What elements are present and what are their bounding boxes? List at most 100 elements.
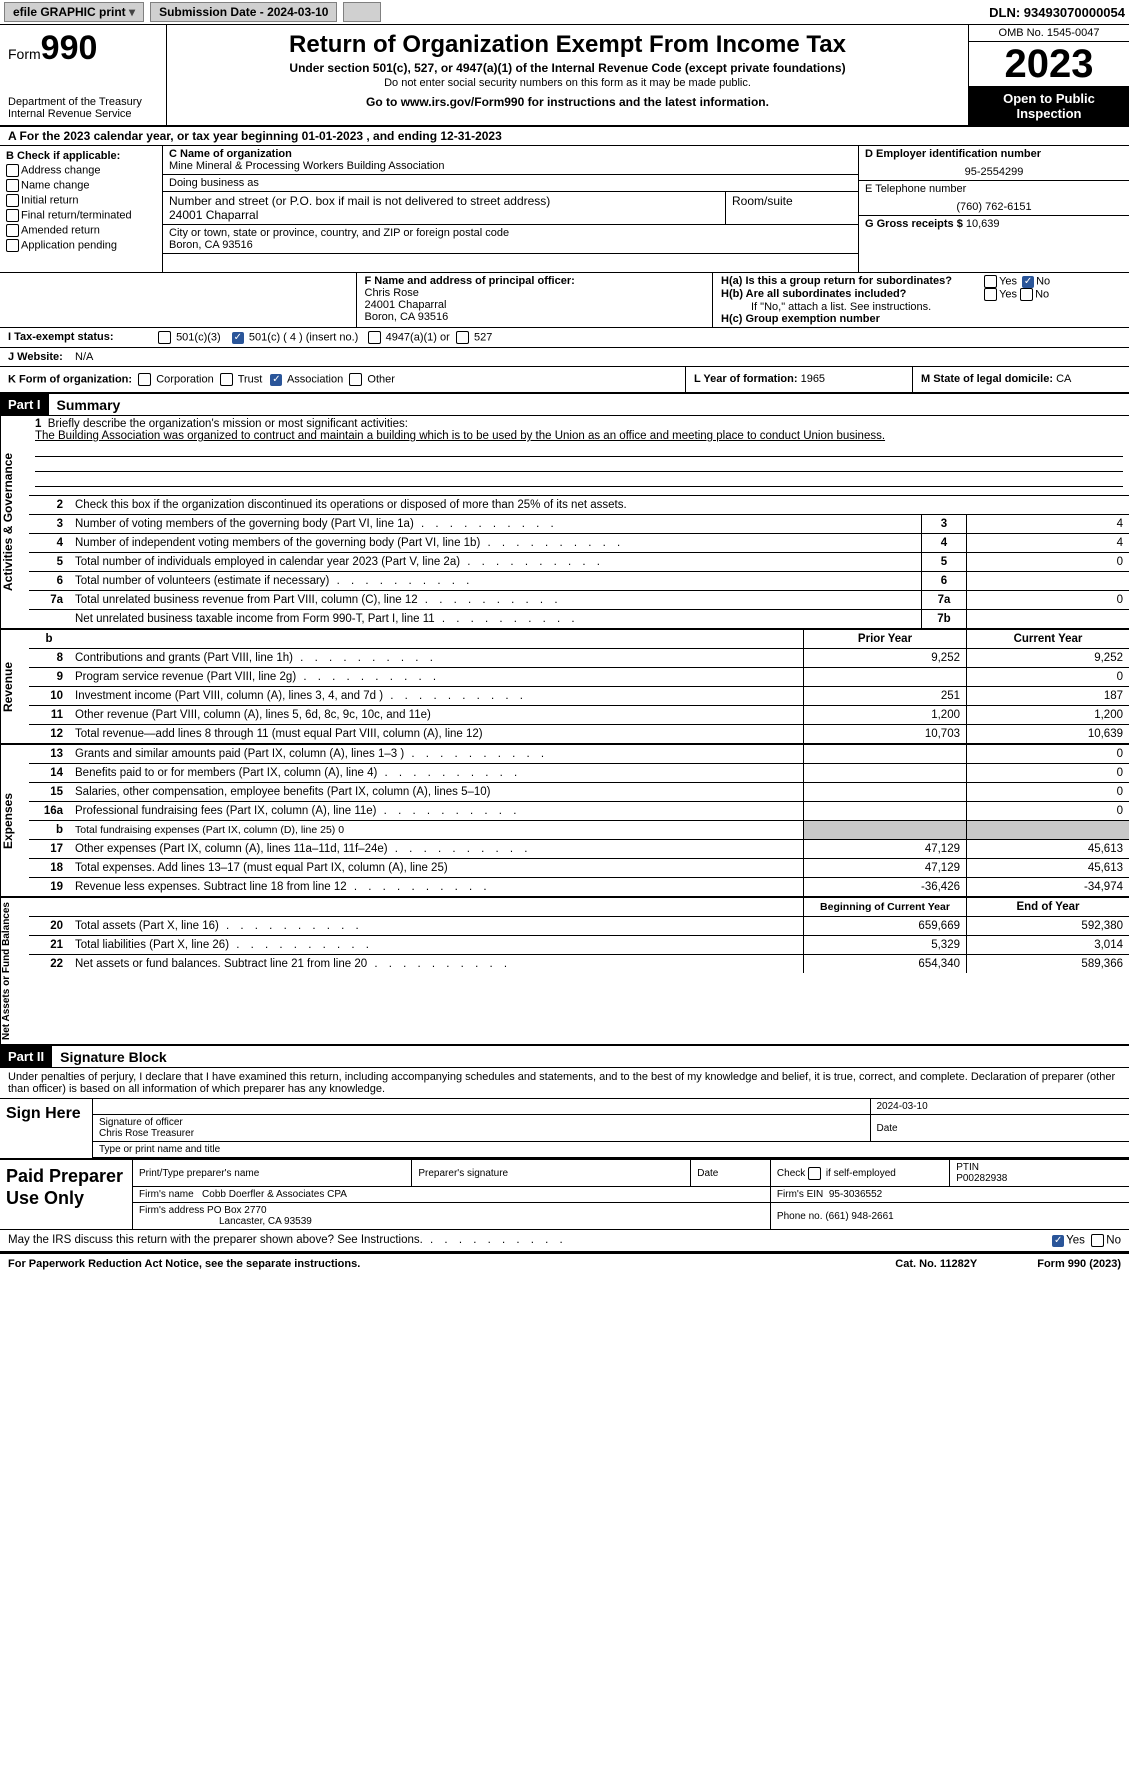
hc-label: H(c) Group exemption number: [721, 313, 880, 325]
f-spacer: [0, 273, 357, 327]
row-8: 8Contributions and grants (Part VIII, li…: [29, 649, 1129, 668]
row-3: 3Number of voting members of the governi…: [29, 515, 1129, 534]
cb-final-return[interactable]: Final return/terminated: [6, 209, 156, 222]
net-header: Beginning of Current Year End of Year: [29, 898, 1129, 917]
street-value: 24001 Chaparral: [169, 208, 258, 222]
org-name-label: C Name of organization: [169, 148, 292, 160]
cb-discuss-yes[interactable]: ✓: [1052, 1235, 1064, 1247]
side-revenue: Revenue: [0, 630, 29, 743]
submission-date-button[interactable]: Submission Date - 2024-03-10: [150, 2, 337, 22]
l-cell: L Year of formation: 1965: [685, 367, 912, 392]
l-label: L Year of formation:: [694, 373, 798, 385]
row-9: 9Program service revenue (Part VIII, lin…: [29, 668, 1129, 687]
k-main: K Form of organization: Corporation Trus…: [0, 367, 685, 392]
cb-initial-return[interactable]: Initial return: [6, 194, 156, 207]
row-i: I Tax-exempt status: 501(c)(3) ✓ 501(c) …: [0, 328, 1129, 348]
row-17: 17Other expenses (Part IX, column (A), l…: [29, 840, 1129, 859]
street-row: Number and street (or P.O. box if mail i…: [163, 192, 858, 225]
cb-527[interactable]: [456, 331, 469, 344]
perjury-statement: Under penalties of perjury, I declare th…: [0, 1068, 1129, 1099]
form-title: Return of Organization Exempt From Incom…: [175, 31, 960, 59]
cb-address-change[interactable]: Address change: [6, 164, 156, 177]
j-value: N/A: [75, 351, 93, 363]
firm-addr1: PO Box 2770: [207, 1205, 266, 1216]
row-18: 18Total expenses. Add lines 13–17 (must …: [29, 859, 1129, 878]
part2-label: Part II: [0, 1046, 52, 1067]
netassets-table: Beginning of Current Year End of Year 20…: [29, 898, 1129, 973]
sig-type-row: Type or print name and title: [93, 1142, 1129, 1158]
cb-other[interactable]: [349, 373, 362, 386]
firm-addr-label: Firm's address: [139, 1205, 204, 1216]
row-20: 20Total assets (Part X, line 16)659,6695…: [29, 917, 1129, 936]
ha-no-cb[interactable]: ✓: [1022, 276, 1034, 288]
phone-value: (760) 762-6151: [865, 201, 1123, 213]
prep-row2: Firm's name Cobb Doerfler & Associates C…: [133, 1187, 1129, 1203]
row-21: 21Total liabilities (Part X, line 26)5,3…: [29, 936, 1129, 955]
i-options: 501(c)(3) ✓ 501(c) ( 4 ) (insert no.) 49…: [158, 331, 492, 344]
dba-label: Doing business as: [169, 177, 259, 189]
row-4: 4Number of independent voting members of…: [29, 534, 1129, 553]
header-right: OMB No. 1545-0047 2023 Open to Public In…: [968, 25, 1129, 125]
sign-here-label: Sign Here: [0, 1099, 93, 1158]
activities-content: 1 Briefly describe the organization's mi…: [29, 416, 1129, 628]
cb-self-emp[interactable]: [808, 1167, 821, 1180]
sig-date: 2024-03-10: [870, 1099, 1129, 1115]
sign-here-row: Sign Here 2024-03-10 Signature of office…: [0, 1099, 1129, 1160]
street-label: Number and street (or P.O. box if mail i…: [169, 194, 550, 208]
cb-pending[interactable]: Application pending: [6, 239, 156, 252]
efile-label: efile GRAPHIC print: [13, 5, 126, 19]
netassets-section: Net Assets or Fund Balances Beginning of…: [0, 898, 1129, 1046]
efile-print-button[interactable]: efile GRAPHIC print ▾: [4, 2, 144, 22]
ha-label: H(a) Is this a group return for subordin…: [721, 275, 981, 287]
ha-yes: Yes: [999, 275, 1017, 287]
col-d-info: D Employer identification number 95-2554…: [858, 146, 1129, 272]
prep-self-emp: Check if self-employed: [777, 1168, 896, 1179]
form-num-big: 990: [41, 29, 98, 67]
goto-link[interactable]: Go to www.irs.gov/Form990 for instructio…: [175, 95, 960, 109]
footer-center: Cat. No. 11282Y: [895, 1258, 977, 1270]
cb-discuss-no[interactable]: [1091, 1234, 1104, 1247]
mission-block: 1 Briefly describe the organization's mi…: [29, 416, 1129, 495]
row-7a: 7aTotal unrelated business revenue from …: [29, 591, 1129, 610]
room-cell: Room/suite: [726, 192, 858, 224]
ha-yes-cb[interactable]: [984, 275, 997, 288]
dln-label: DLN: 93493070000054: [989, 5, 1125, 20]
line2-text: Check this box if the organization disco…: [75, 499, 627, 511]
row-j: J Website: N/A: [0, 348, 1129, 367]
blank-button[interactable]: [343, 2, 381, 22]
hb-note: If "No," attach a list. See instructions…: [721, 301, 1121, 313]
part1-title: Summary: [49, 397, 121, 413]
cb-assoc[interactable]: ✓: [270, 374, 282, 386]
cb-501c3[interactable]: [158, 331, 171, 344]
footer-left: For Paperwork Reduction Act Notice, see …: [8, 1258, 360, 1270]
hb-yes-cb[interactable]: [984, 288, 997, 301]
col-b-checkboxes: B Check if applicable: Address change Na…: [0, 146, 163, 272]
row-16b: bTotal fundraising expenses (Part IX, co…: [29, 821, 1129, 840]
part2-title: Signature Block: [52, 1049, 167, 1065]
form-number: Form990: [8, 29, 158, 68]
cb-amended[interactable]: Amended return: [6, 224, 156, 237]
row-6: 6Total number of volunteers (estimate if…: [29, 572, 1129, 591]
city-value: Boron, CA 93516: [169, 239, 253, 251]
cb-name-change[interactable]: Name change: [6, 179, 156, 192]
prep-sig-label: Preparer's signature: [412, 1160, 691, 1187]
omb-number: OMB No. 1545-0047: [969, 25, 1129, 42]
cb-corp[interactable]: [138, 373, 151, 386]
row-f-h: F Name and address of principal officer:…: [0, 273, 1129, 328]
mission-text: The Building Association was organized t…: [35, 430, 885, 442]
cb-trust[interactable]: [220, 373, 233, 386]
sig-date-label: Date: [870, 1115, 1129, 1142]
hb-no-cb[interactable]: [1020, 288, 1033, 301]
cb-501c[interactable]: ✓: [232, 332, 244, 344]
firm-addr2: Lancaster, CA 93539: [139, 1216, 312, 1227]
row-13: 13Grants and similar amounts paid (Part …: [29, 745, 1129, 764]
ein-value: 95-2554299: [865, 166, 1123, 178]
k-label: K Form of organization:: [8, 373, 132, 385]
row-k: K Form of organization: Corporation Trus…: [0, 367, 1129, 394]
hb-label: H(b) Are all subordinates included?: [721, 288, 981, 300]
h-section: H(a) Is this a group return for subordin…: [712, 273, 1129, 327]
sign-right: 2024-03-10 Signature of officer Chris Ro…: [93, 1099, 1129, 1158]
cb-4947[interactable]: [368, 331, 381, 344]
gross-cell: G Gross receipts $ 10,639: [859, 216, 1129, 232]
i-label: I Tax-exempt status:: [8, 331, 114, 343]
